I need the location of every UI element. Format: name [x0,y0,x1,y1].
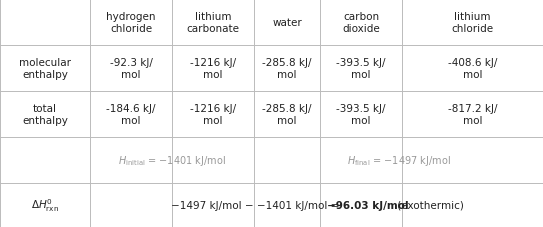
Text: $H_{\rm final}$ = −1497 kJ/mol: $H_{\rm final}$ = −1497 kJ/mol [346,153,451,167]
Text: -285.8 kJ/
mol: -285.8 kJ/ mol [262,104,312,125]
Text: -1216 kJ/
mol: -1216 kJ/ mol [190,104,236,125]
Text: -184.6 kJ/
mol: -184.6 kJ/ mol [106,104,156,125]
Text: −96.03 kJ/mol: −96.03 kJ/mol [327,200,408,210]
Text: −1497 kJ/mol − −1401 kJ/mol =: −1497 kJ/mol − −1401 kJ/mol = [171,200,343,210]
Text: carbon
dioxide: carbon dioxide [342,12,380,34]
Text: lithium
carbonate: lithium carbonate [186,12,239,34]
Text: -408.6 kJ/
mol: -408.6 kJ/ mol [448,58,497,79]
Text: -285.8 kJ/
mol: -285.8 kJ/ mol [262,58,312,79]
Text: molecular
enthalpy: molecular enthalpy [19,58,71,79]
Text: hydrogen
chloride: hydrogen chloride [106,12,156,34]
Text: -393.5 kJ/
mol: -393.5 kJ/ mol [336,104,386,125]
Text: (exothermic): (exothermic) [395,200,464,210]
Text: -92.3 kJ/
mol: -92.3 kJ/ mol [110,58,153,79]
Text: $H_{\rm initial}$ = −1401 kJ/mol: $H_{\rm initial}$ = −1401 kJ/mol [118,153,226,167]
Text: -393.5 kJ/
mol: -393.5 kJ/ mol [336,58,386,79]
Text: -1216 kJ/
mol: -1216 kJ/ mol [190,58,236,79]
Text: water: water [272,18,302,28]
Text: total
enthalpy: total enthalpy [22,104,68,125]
Text: -817.2 kJ/
mol: -817.2 kJ/ mol [448,104,497,125]
Text: lithium
chloride: lithium chloride [451,12,494,34]
Text: $\Delta H^0_{\rm rxn}$: $\Delta H^0_{\rm rxn}$ [31,197,59,213]
